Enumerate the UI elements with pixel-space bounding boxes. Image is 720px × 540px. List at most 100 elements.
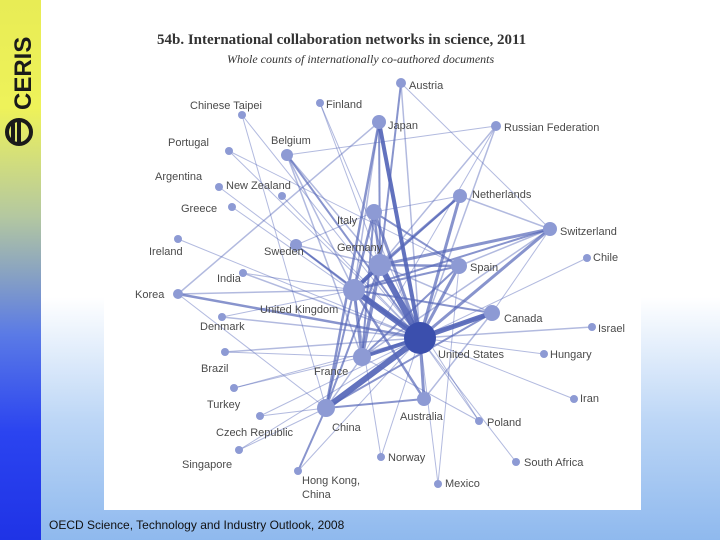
edge-uk-sweden bbox=[295, 244, 355, 291]
label-portugal: Portugal bbox=[168, 137, 209, 149]
node-finland bbox=[316, 99, 324, 107]
node-argentina bbox=[215, 183, 223, 191]
node-netherlands bbox=[453, 189, 467, 203]
label-korea: Korea bbox=[135, 289, 165, 301]
node-hong_kong bbox=[294, 467, 302, 475]
node-norway bbox=[377, 453, 385, 461]
node-austria bbox=[396, 78, 406, 88]
edge-us-israel bbox=[419, 326, 593, 339]
label-japan: Japan bbox=[388, 120, 418, 132]
label-denmark: Denmark bbox=[200, 321, 245, 333]
label-singapore: Singapore bbox=[182, 459, 232, 471]
edge-us-chile bbox=[419, 257, 588, 339]
diagram-title: 54b. International collaboration network… bbox=[157, 32, 526, 48]
labels-layer: Austria Chinese Taipei Finland Japan Russian… bbox=[135, 80, 625, 501]
node-turkey bbox=[230, 384, 238, 392]
edge-uk-canada bbox=[353, 289, 493, 314]
label-new_zealand: New Zealand bbox=[226, 180, 291, 192]
source-footer: OECD Science, Technology and Industry Ou… bbox=[49, 518, 345, 532]
edge-uk-switzerland bbox=[353, 228, 551, 291]
edge-us-chinese_taipei bbox=[241, 114, 421, 339]
node-belgium bbox=[281, 149, 293, 161]
edge-finland-germany bbox=[319, 102, 381, 266]
label-spain: Spain bbox=[470, 262, 498, 274]
node-australia bbox=[417, 392, 431, 406]
edge-us-poland bbox=[419, 337, 480, 422]
edge-us-greece bbox=[231, 206, 421, 339]
label-turkey: Turkey bbox=[207, 399, 241, 411]
label-india: India bbox=[217, 273, 242, 285]
node-chile bbox=[583, 254, 591, 262]
node-france bbox=[353, 348, 371, 366]
label-czech: Czech Republic bbox=[216, 427, 294, 439]
edge-uk-netherlands bbox=[353, 195, 461, 291]
label-canada: Canada bbox=[504, 313, 543, 325]
edge-mexico-spain bbox=[437, 265, 460, 485]
edge-china-hong_kong bbox=[297, 407, 327, 472]
edge-us-china bbox=[324, 335, 422, 411]
ceris-logo: CERIS bbox=[5, 37, 37, 146]
edge-us-portugal bbox=[228, 150, 421, 339]
node-israel bbox=[588, 323, 596, 331]
diagram-subtitle: Whole counts of internationally co-autho… bbox=[227, 52, 495, 66]
label-us: United States bbox=[438, 349, 505, 361]
edge-germany-france bbox=[360, 264, 382, 358]
collaboration-network-diagram: 54b. International collaboration network… bbox=[135, 32, 625, 501]
edge-uk-belgium bbox=[286, 154, 355, 291]
label-ireland: Ireland bbox=[149, 246, 183, 258]
label-argentina: Argentina bbox=[155, 171, 203, 183]
edge-korea-china bbox=[177, 293, 327, 409]
edge-russia-france bbox=[361, 125, 497, 358]
node-sweden bbox=[290, 239, 302, 251]
edge-uk-denmark bbox=[221, 289, 355, 318]
label-belgium: Belgium bbox=[271, 135, 311, 147]
label-france: France bbox=[314, 366, 348, 378]
edge-austria-switzerland bbox=[400, 82, 551, 230]
edge-germany-japan bbox=[378, 121, 381, 266]
edge-germany-canada bbox=[379, 264, 493, 314]
node-korea bbox=[173, 289, 183, 299]
edge-germany-switzerland bbox=[379, 227, 551, 267]
node-czech bbox=[256, 412, 264, 420]
edge-germany-sweden bbox=[295, 244, 381, 266]
label-australia: Australia bbox=[400, 411, 444, 423]
node-portugal bbox=[225, 147, 233, 155]
edge-italy-netherlands bbox=[373, 195, 461, 213]
network-figure: 54b. International collaboration network… bbox=[104, 16, 641, 510]
edge-us-iran bbox=[419, 337, 575, 400]
label-hong_kong: Hong Kong, China bbox=[302, 475, 360, 501]
label-switzerland: Switzerland bbox=[560, 226, 617, 238]
label-finland: Finland bbox=[326, 99, 362, 111]
label-russia: Russian Federation bbox=[504, 122, 599, 134]
node-india bbox=[239, 269, 247, 277]
edge-germany-china bbox=[325, 264, 381, 409]
label-greece: Greece bbox=[181, 203, 217, 215]
label-norway: Norway bbox=[388, 452, 426, 464]
label-netherlands: Netherlands bbox=[472, 189, 532, 201]
edge-us-italy bbox=[372, 211, 422, 339]
edge-uk-italy bbox=[352, 211, 376, 291]
label-hungary: Hungary bbox=[550, 349, 592, 361]
edge-us-mexico bbox=[419, 337, 439, 485]
edge-us-switzerland bbox=[419, 227, 551, 340]
node-china bbox=[317, 399, 335, 417]
edge-netherlands-switzerland bbox=[459, 195, 551, 230]
edge-france-china bbox=[325, 356, 363, 409]
node-south_africa bbox=[512, 458, 520, 466]
edge-italy-spain bbox=[373, 211, 460, 267]
edges-layer bbox=[177, 82, 593, 485]
label-austria: Austria bbox=[409, 80, 444, 92]
label-south_africa: South Africa bbox=[524, 457, 584, 469]
edge-us-austria bbox=[400, 82, 421, 339]
label-chile: Chile bbox=[593, 252, 618, 264]
node-mexico bbox=[434, 480, 442, 488]
edge-uk-spain bbox=[353, 265, 460, 291]
edge-us-argentina bbox=[218, 186, 421, 339]
label-brazil: Brazil bbox=[201, 363, 229, 375]
node-poland bbox=[475, 417, 483, 425]
edge-france-spain bbox=[361, 265, 460, 358]
node-iran bbox=[570, 395, 578, 403]
logo-text: CERIS bbox=[10, 37, 37, 110]
edge-germany-russia bbox=[379, 125, 497, 266]
edge-germany-austria bbox=[379, 82, 402, 266]
